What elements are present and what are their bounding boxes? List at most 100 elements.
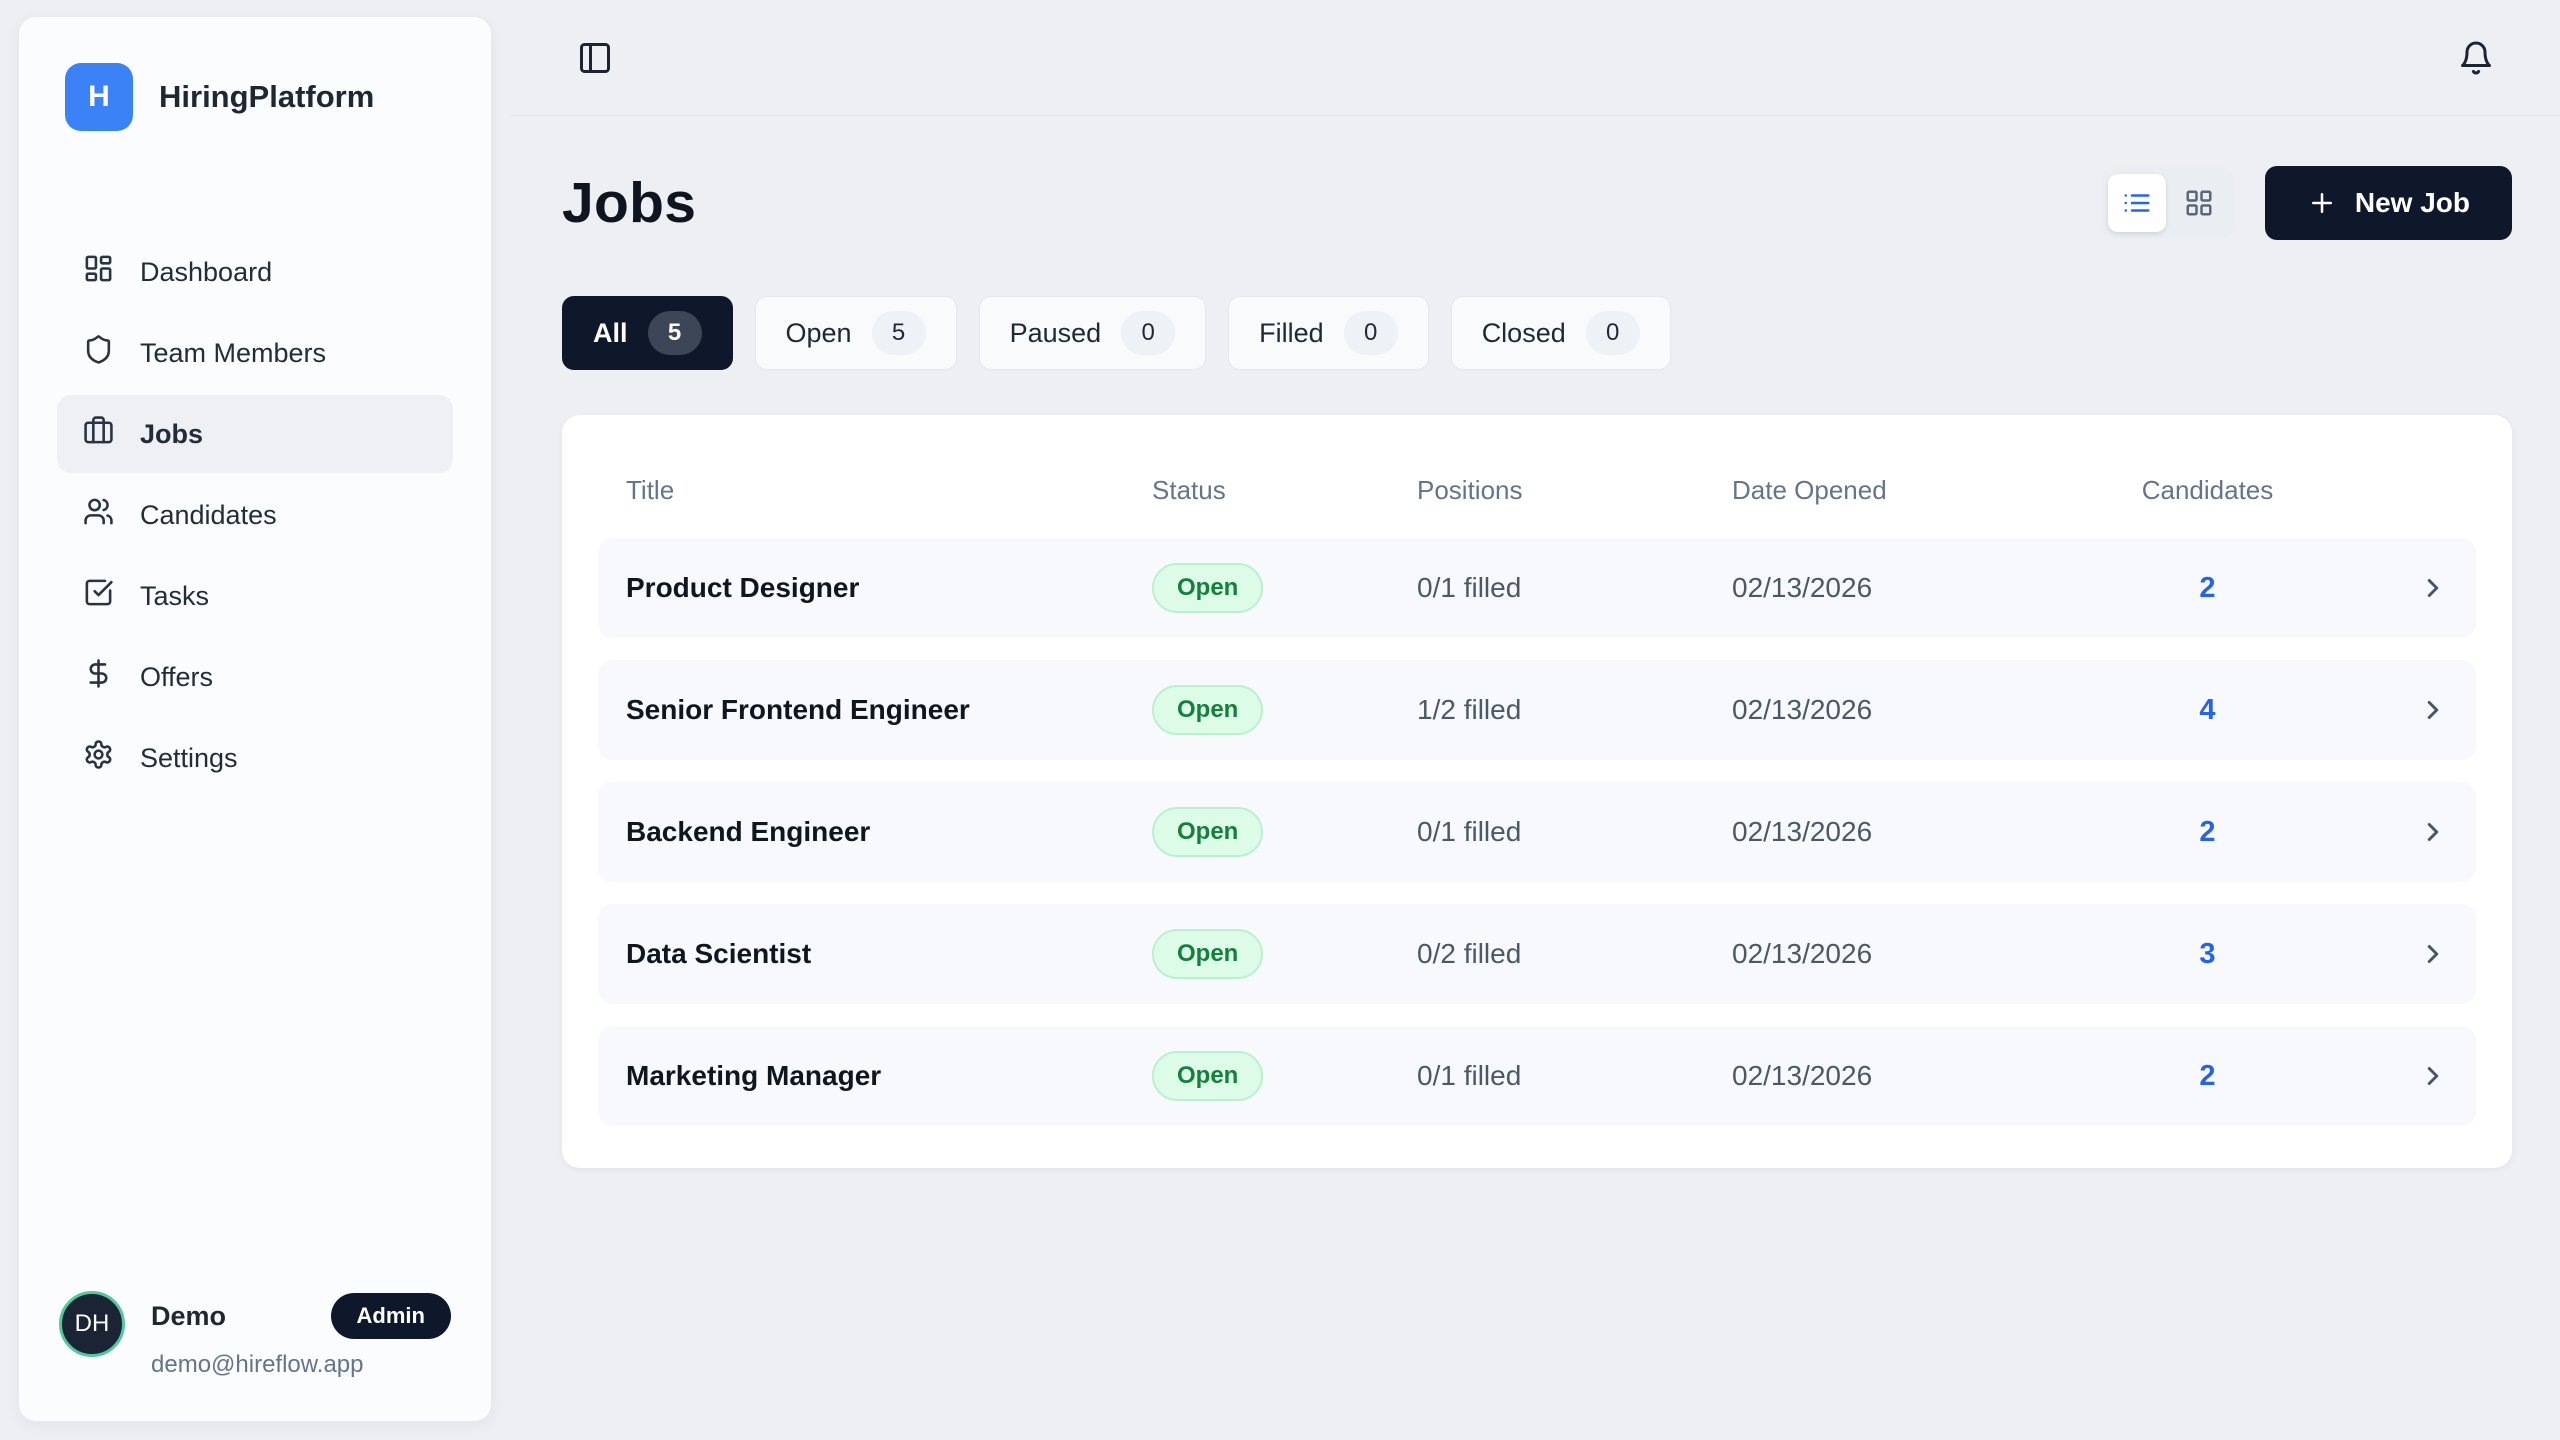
job-title: Data Scientist: [626, 938, 812, 969]
positions-cell: 1/2 filled: [1417, 694, 1522, 725]
app-logo: H: [65, 63, 133, 131]
notifications-button[interactable]: [2454, 36, 2498, 80]
sidebar-item-label: Dashboard: [140, 256, 273, 287]
bell-icon: [2461, 41, 2491, 74]
sidebar-item-label: Jobs: [140, 418, 204, 449]
sidebar-spacer: [57, 797, 453, 1291]
user-panel: DH Demo Admin demo@hireflow.app: [57, 1291, 453, 1379]
sidebar-item-offers[interactable]: Offers: [57, 638, 453, 716]
content-area: Jobs New Job All 5 Open 5: [511, 0, 2560, 1440]
row-open-button[interactable]: [2418, 695, 2448, 725]
grid-icon: [2186, 190, 2212, 216]
table-row[interactable]: Product Designer Open 0/1 filled 02/13/2…: [598, 538, 2476, 638]
page-title: Jobs: [562, 171, 697, 235]
column-header-date-opened: Date Opened: [1732, 475, 1887, 505]
filter-label: Paused: [1009, 317, 1102, 348]
filter-tab-open[interactable]: Open 5: [754, 296, 957, 370]
date-opened-cell: 02/13/2026: [1732, 1060, 1873, 1091]
filter-count-badge: 0: [1121, 311, 1176, 355]
candidates-count-link[interactable]: 2: [2199, 815, 2216, 848]
dollar-icon: [83, 658, 114, 696]
list-view-button[interactable]: [2107, 174, 2166, 232]
list-icon: [2124, 194, 2150, 212]
table-row[interactable]: Senior Frontend Engineer Open 1/2 filled…: [598, 660, 2476, 760]
date-opened-cell: 02/13/2026: [1732, 816, 1873, 847]
jobs-table-card: Title Status Positions Date Opened Candi…: [562, 415, 2512, 1168]
row-open-button[interactable]: [2418, 1061, 2448, 1091]
filter-tab-paused[interactable]: Paused 0: [978, 296, 1207, 370]
filter-tab-closed[interactable]: Closed 0: [1450, 296, 1671, 370]
dashboard-icon: [83, 253, 114, 291]
sidebar-item-label: Offers: [140, 661, 214, 692]
sidebar-item-dashboard[interactable]: Dashboard: [57, 233, 453, 311]
page-header: Jobs New Job: [562, 166, 2512, 240]
candidates-count-link[interactable]: 2: [2199, 571, 2216, 604]
filter-label: Filled: [1259, 317, 1324, 348]
gear-icon: [83, 739, 114, 777]
sidebar-item-label: Settings: [140, 742, 238, 773]
table-header-row: Title Status Positions Date Opened Candi…: [598, 453, 2476, 538]
filter-tab-all[interactable]: All 5: [562, 296, 733, 370]
table-body: Product Designer Open 0/1 filled 02/13/2…: [598, 538, 2476, 1126]
row-open-button[interactable]: [2418, 817, 2448, 847]
sidebar-item-label: Candidates: [140, 499, 277, 530]
chevron-right-icon: [2427, 1067, 2439, 1085]
table-row[interactable]: Marketing Manager Open 0/1 filled 02/13/…: [598, 1026, 2476, 1126]
topbar: [511, 0, 2560, 116]
candidates-count-link[interactable]: 2: [2199, 1059, 2216, 1092]
view-toggle: [2100, 167, 2235, 239]
sidebar-item-label: Team Members: [140, 337, 327, 368]
chevron-right-icon: [2427, 945, 2439, 963]
row-open-button[interactable]: [2418, 939, 2448, 969]
column-header-positions: Positions: [1417, 475, 1523, 505]
status-badge: Open: [1152, 685, 1264, 735]
positions-cell: 0/1 filled: [1417, 1060, 1522, 1091]
sidebar-item-candidates[interactable]: Candidates: [57, 476, 453, 554]
filter-count-badge: 5: [647, 311, 702, 355]
filter-tab-filled[interactable]: Filled 0: [1228, 296, 1429, 370]
plus-icon: [2311, 193, 2332, 213]
date-opened-cell: 02/13/2026: [1732, 572, 1873, 603]
user-name: Demo: [151, 1300, 227, 1331]
job-title: Senior Frontend Engineer: [626, 694, 970, 725]
user-email: demo@hireflow.app: [151, 1351, 364, 1378]
avatar: DH: [59, 1291, 125, 1357]
filter-tabs: All 5 Open 5 Paused 0 Filled 0 Closed 0: [562, 296, 2512, 370]
date-opened-cell: 02/13/2026: [1732, 938, 1873, 969]
sidebar-item-team-members[interactable]: Team Members: [57, 314, 453, 392]
filter-label: Open: [785, 317, 852, 348]
main: Jobs New Job All 5 Open 5: [511, 116, 2560, 1168]
sidebar-item-settings[interactable]: Settings: [57, 719, 453, 797]
new-job-button[interactable]: New Job: [2264, 166, 2512, 240]
chevron-right-icon: [2427, 701, 2439, 719]
filter-count-badge: 0: [1585, 311, 1640, 355]
candidates-count-link[interactable]: 4: [2199, 693, 2216, 726]
table-row[interactable]: Backend Engineer Open 0/1 filled 02/13/2…: [598, 782, 2476, 882]
status-badge: Open: [1152, 1051, 1264, 1101]
panel-left-icon: [580, 42, 610, 73]
date-opened-cell: 02/13/2026: [1732, 694, 1873, 725]
shield-icon: [83, 334, 114, 372]
table-row[interactable]: Data Scientist Open 0/2 filled 02/13/202…: [598, 904, 2476, 1004]
chevron-right-icon: [2427, 579, 2439, 597]
sidebar-toggle-button[interactable]: [573, 36, 617, 80]
filter-count-badge: 5: [871, 311, 926, 355]
role-badge: Admin: [330, 1293, 451, 1339]
job-title: Product Designer: [626, 572, 860, 603]
sidebar-item-tasks[interactable]: Tasks: [57, 557, 453, 635]
app-name: HiringPlatform: [159, 79, 375, 114]
grid-view-button[interactable]: [2170, 174, 2228, 232]
column-header-status: Status: [1152, 475, 1226, 505]
sidebar-item-jobs[interactable]: Jobs: [57, 395, 453, 473]
candidates-count-link[interactable]: 3: [2199, 937, 2216, 970]
status-badge: Open: [1152, 563, 1264, 613]
positions-cell: 0/2 filled: [1417, 938, 1522, 969]
filter-label: All: [593, 317, 628, 348]
row-open-button[interactable]: [2418, 573, 2448, 603]
column-header-candidates: Candidates: [2141, 475, 2274, 505]
square-check-icon: [83, 577, 114, 615]
job-title: Marketing Manager: [626, 1060, 882, 1091]
positions-cell: 0/1 filled: [1417, 572, 1522, 603]
positions-cell: 0/1 filled: [1417, 816, 1522, 847]
header-actions: New Job: [2100, 166, 2512, 240]
